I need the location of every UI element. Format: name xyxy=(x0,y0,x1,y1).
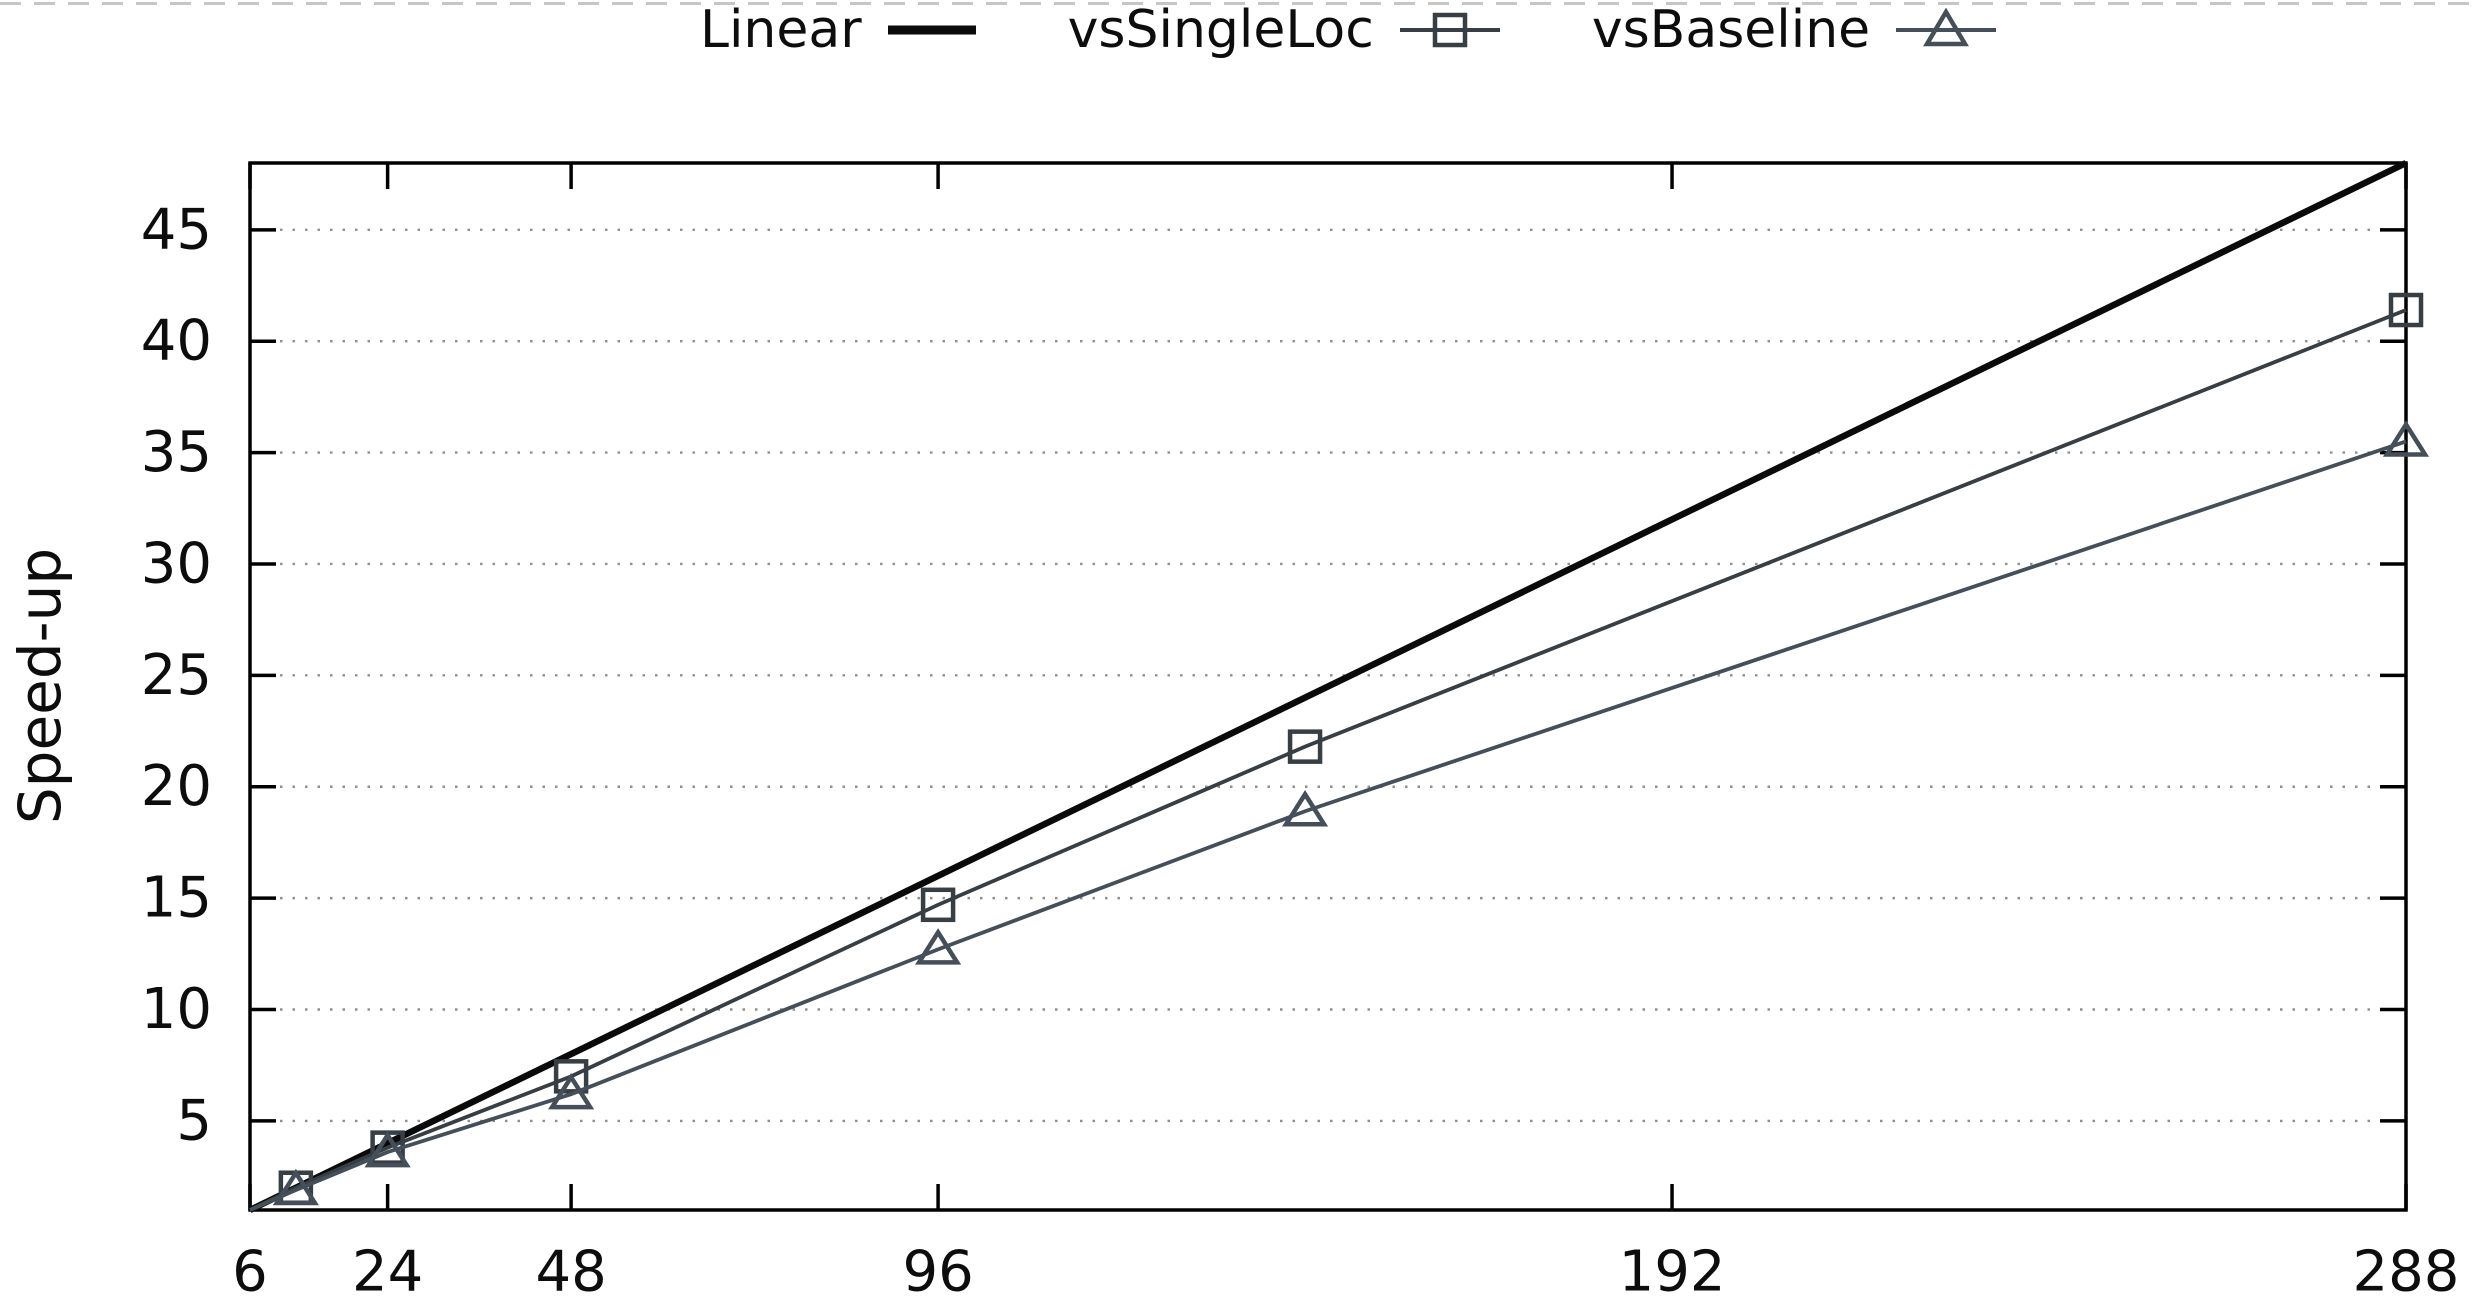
svg-text:15: 15 xyxy=(141,866,212,931)
svg-text:24: 24 xyxy=(352,1240,423,1305)
svg-text:48: 48 xyxy=(535,1240,606,1305)
svg-text:45: 45 xyxy=(141,197,212,262)
legend-item-vssingleloc: vsSingleLoc xyxy=(1068,4,1500,56)
svg-text:6: 6 xyxy=(232,1240,268,1305)
chart-legend: Linear vsSingleLoc vsBaseline xyxy=(700,0,1997,60)
triangle-marker-sample-icon xyxy=(1896,8,1997,47)
square-marker-sample-icon xyxy=(1399,12,1500,48)
legend-label-vsbaseline: vsBaseline xyxy=(1591,0,1871,60)
page-top-divider xyxy=(0,2,2474,5)
svg-text:40: 40 xyxy=(141,309,212,374)
legend-label-vssingleloc: vsSingleLoc xyxy=(1067,0,1374,60)
legend-item-linear: Linear xyxy=(700,4,976,56)
svg-text:5: 5 xyxy=(176,1088,212,1153)
legend-item-vsbaseline: vsBaseline xyxy=(1591,0,1997,60)
svg-text:10: 10 xyxy=(141,977,212,1042)
linear-line-sample-icon xyxy=(887,25,976,35)
svg-text:30: 30 xyxy=(141,531,212,596)
svg-text:20: 20 xyxy=(141,754,212,819)
legend-label-linear: Linear xyxy=(700,0,862,60)
svg-text:192: 192 xyxy=(1619,1240,1726,1305)
svg-text:35: 35 xyxy=(141,420,212,485)
svg-text:96: 96 xyxy=(902,1240,973,1305)
svg-text:25: 25 xyxy=(141,643,212,708)
svg-text:288: 288 xyxy=(2353,1240,2460,1305)
